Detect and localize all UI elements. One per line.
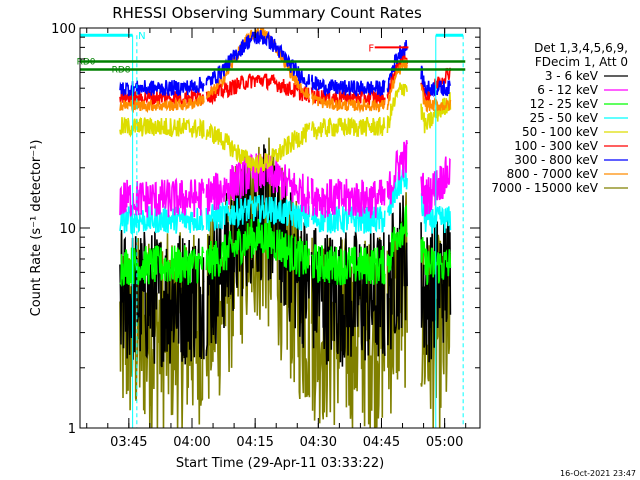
chart-title: RHESSI Observing Summary Count Rates — [112, 4, 422, 22]
series-line-1 — [310, 177, 386, 219]
x-tick-label: 05:00 — [426, 435, 463, 450]
series-line-4 — [119, 116, 205, 139]
legend-header-line-1: Det 1,3,4,5,6,9, — [534, 41, 628, 55]
series-line-6 — [310, 74, 386, 97]
legend: Det 1,3,4,5,6,9, FDecim 1, Att 0 3 - 6 k… — [491, 41, 628, 195]
flare-label: F — [368, 43, 374, 54]
y-tick-label: 100 — [51, 22, 76, 37]
legend-label: 50 - 100 keV — [522, 125, 599, 139]
legend-label: 300 - 800 keV — [514, 153, 598, 167]
series-line-3 — [205, 195, 311, 232]
night-label: N — [138, 31, 145, 42]
x-axis-label: Start Time (29-Apr-11 03:33:22) — [176, 456, 384, 471]
series-line-7 — [386, 58, 408, 111]
series-line-7 — [311, 92, 386, 114]
x-tick-label: 04:45 — [363, 435, 400, 450]
x-tick-label: 04:15 — [236, 435, 273, 450]
legend-label: 25 - 50 keV — [530, 111, 599, 125]
legend-label: 6 - 12 keV — [537, 83, 599, 97]
series-line-2 — [386, 204, 408, 273]
legend-label: 7000 - 15000 keV — [491, 181, 598, 195]
footer-date: 16-Oct-2021 23:47 — [560, 469, 636, 478]
legend-label: 3 - 6 keV — [545, 69, 599, 83]
series-line-4 — [310, 116, 386, 140]
rd8-label: RD8 — [112, 66, 131, 76]
x-tick-label: 03:45 — [110, 435, 147, 450]
series-line-3 — [386, 165, 408, 216]
series-line-2 — [310, 244, 386, 286]
legend-label: 800 - 7000 keV — [507, 167, 599, 181]
series-line-0 — [386, 195, 408, 350]
series-line-3 — [310, 203, 386, 234]
series-line-6 — [119, 76, 205, 97]
series-line-2 — [119, 245, 205, 287]
legend-header-line-2: FDecim 1, Att 0 — [535, 55, 628, 69]
y-axis-label: Count Rate (s⁻¹ detector⁻¹) — [29, 140, 44, 317]
x-tick-label: 04:30 — [300, 435, 337, 450]
series-line-1 — [386, 140, 408, 205]
series-line-2 — [205, 218, 311, 280]
series-line-3 — [119, 205, 205, 235]
series-line-1 — [119, 177, 205, 218]
series-line-5 — [205, 73, 311, 106]
legend-label: 12 - 25 keV — [530, 97, 599, 111]
series-line-7 — [119, 95, 205, 114]
x-axis: 03:45 04:00 04:15 04:30 04:45 05:00 — [86, 28, 467, 450]
rd0-label: RD0 — [77, 57, 96, 67]
legend-label: 100 - 300 keV — [514, 139, 598, 153]
y-axis: 1 10 100 — [51, 22, 480, 437]
series-line-4 — [205, 122, 311, 175]
series-line-4 — [386, 82, 408, 134]
y-tick-label: 1 — [68, 422, 76, 437]
annotation-layer: N F RD0 RD8 — [77, 31, 466, 428]
series-line-0 — [310, 228, 386, 367]
x-tick-label: 04:00 — [173, 435, 210, 450]
y-tick-label: 10 — [59, 222, 76, 237]
